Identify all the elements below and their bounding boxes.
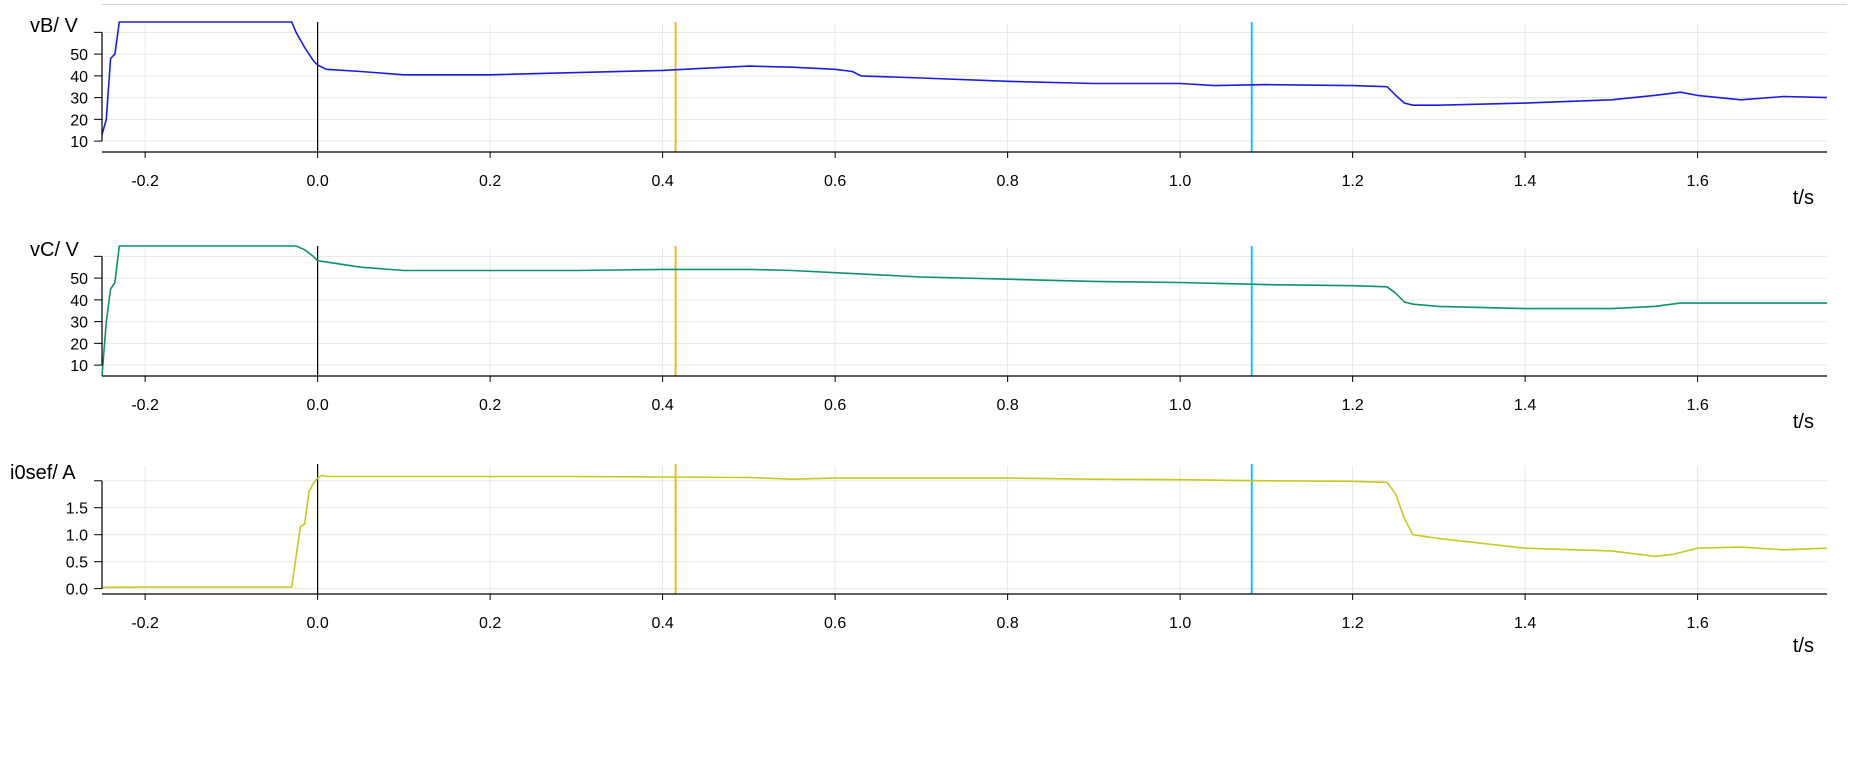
x-tick-label: 0.6 [824, 173, 846, 190]
y-tick-label: 40 [70, 69, 88, 86]
x-tick-label: 0.0 [307, 173, 329, 190]
x-tick-label: -0.2 [131, 397, 159, 414]
y-tick-label: 50 [70, 271, 88, 288]
series-line [101, 474, 1828, 589]
x-tick-label: 0.2 [479, 615, 501, 632]
x-tick-label: 0.2 [479, 397, 501, 414]
x-tick-label: 1.2 [1342, 615, 1364, 632]
axes: 10 20 30 40 50 -0.2 0.0 0.2 0.4 0.6 0.8 1.0 1.2 1.4 1.… [70, 31, 1827, 190]
x-tick-label: 0.0 [307, 615, 329, 632]
top-border-strip [102, 0, 1847, 5]
cursors [317, 22, 1253, 152]
x-tick-label: 1.6 [1687, 173, 1709, 190]
x-tick-label: 1.2 [1342, 397, 1364, 414]
x-tick-label: 1.4 [1514, 173, 1536, 190]
y-tick-label: 40 [70, 293, 88, 310]
x-tick-label: 1.0 [1169, 173, 1191, 190]
axes: 0.0 0.5 1.0 1.5 -0.2 0.0 0.2 0.4 0.6 0.8 1.0 1.2 1.4… [66, 480, 1827, 632]
x-tick-label: 0.4 [652, 173, 674, 190]
y-axis-title: i0sef/ A [10, 462, 76, 484]
x-tick-label: 0.4 [652, 397, 674, 414]
y-tick-label: 20 [70, 112, 88, 129]
y-tick-label: 0.0 [66, 582, 88, 599]
y-tick-label: 10 [70, 134, 88, 151]
x-tick-label: 0.8 [997, 397, 1019, 414]
y-tick-label: 30 [70, 91, 88, 108]
grid [102, 24, 1827, 152]
x-tick-label: 1.2 [1342, 173, 1364, 190]
cursors [317, 464, 1253, 594]
x-axis-title: t/s [1793, 411, 1814, 433]
x-tick-label: 0.8 [997, 173, 1019, 190]
cursors [317, 246, 1253, 376]
axes: 10 20 30 40 50 -0.2 0.0 0.2 0.4 0.6 0.8 1.0 1.2 1.4 1.… [70, 255, 1827, 414]
series [101, 21, 1828, 135]
y-tick-label: 10 [70, 358, 88, 375]
x-tick-label: 0.6 [824, 397, 846, 414]
x-tick-label: 0.4 [652, 615, 674, 632]
y-tick-label: 30 [70, 315, 88, 332]
series [101, 245, 1827, 377]
x-tick-label: -0.2 [131, 173, 159, 190]
x-tick-label: 1.0 [1169, 615, 1191, 632]
y-tick-label: 1.0 [66, 528, 88, 545]
x-tick-label: 1.0 [1169, 397, 1191, 414]
y-tick-label: 50 [70, 47, 88, 64]
series-line [101, 21, 1828, 135]
x-tick-label: 0.6 [824, 615, 846, 632]
y-tick-label: 0.5 [66, 555, 88, 572]
x-tick-label: -0.2 [131, 615, 159, 632]
x-tick-label: 1.4 [1514, 397, 1536, 414]
y-tick-label: 1.5 [66, 501, 88, 518]
x-tick-label: 0.8 [997, 615, 1019, 632]
x-tick-label: 0.2 [479, 173, 501, 190]
x-tick-label: 1.4 [1514, 615, 1536, 632]
x-tick-label: 1.6 [1687, 615, 1709, 632]
y-axis-title: vB/ V [30, 15, 78, 37]
y-axis-title: vC/ V [30, 239, 80, 261]
x-tick-label: 1.6 [1687, 397, 1709, 414]
x-tick-label: 0.0 [307, 397, 329, 414]
y-tick-label: 20 [70, 336, 88, 353]
x-axis-title: t/s [1793, 635, 1814, 657]
series-line [101, 245, 1827, 377]
series [101, 474, 1828, 589]
grid [102, 466, 1827, 594]
x-axis-title: t/s [1793, 187, 1814, 209]
